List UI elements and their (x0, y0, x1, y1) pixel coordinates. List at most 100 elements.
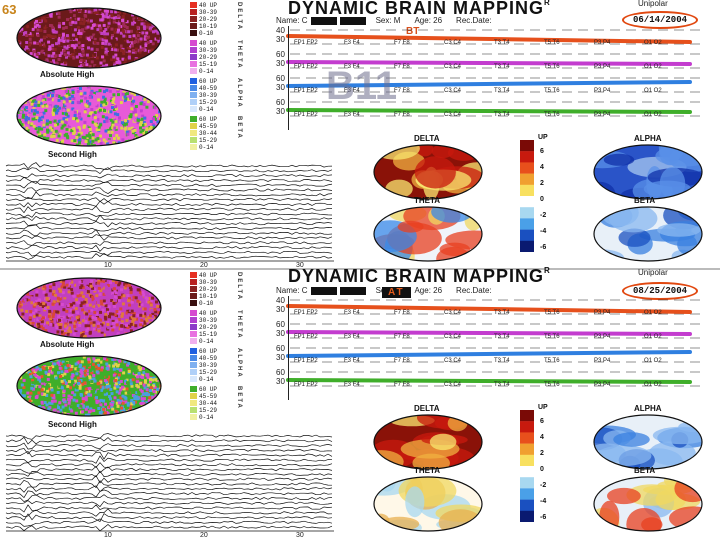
eeg-channel-trace (5, 187, 333, 195)
colorbar-step (520, 421, 534, 433)
band-trend-line (286, 378, 692, 384)
eeg-channel-trace (5, 173, 333, 179)
electrode-pair-label: T3 T4 (494, 334, 510, 340)
colorbar-step (520, 510, 534, 522)
band-trend-line (286, 330, 692, 336)
colorbar-step (520, 488, 534, 500)
band-trend-line (286, 80, 692, 88)
name-label: Name: C (276, 286, 308, 295)
band-name: ALPHA (236, 78, 242, 109)
legend-swatch (190, 123, 197, 130)
legend-swatch (190, 414, 197, 421)
electrode-pair-label: O1 O2 (644, 112, 662, 118)
band-legend-beta: 60 UP 45-59 30-44 15-29 0-14 (190, 386, 250, 421)
colorbar-step (520, 218, 534, 230)
row-y-label: 30 (276, 35, 285, 44)
recording-date: 08/25/2004 (622, 282, 699, 300)
electrode-pair-label: F3 F4 (344, 334, 360, 340)
legend-item: 10-19 (190, 293, 250, 300)
band-legend-delta: 40 UP 30-39 20-29 10-19 0-10 (190, 2, 250, 37)
eeg-channel-trace (5, 489, 333, 499)
eeg-channel-trace (5, 494, 333, 503)
electrode-pair-label: FP1 FP2 (294, 112, 318, 118)
legend-swatch (190, 310, 197, 317)
electrode-pair-label: F7 F8 (394, 334, 410, 340)
eeg-channel-trace (5, 518, 333, 527)
band-name: DELTA (236, 2, 242, 32)
band-legend-theta: 40 UP 30-39 20-29 15-19 0-14 (190, 310, 250, 345)
electrode-pair-label: T5 T6 (544, 64, 560, 70)
row-y-label: 30 (276, 353, 285, 362)
row-y-label: 30 (276, 59, 285, 68)
trace-axis-tick: 30 (296, 262, 304, 269)
legend-item: 60 UP (190, 116, 250, 123)
electrode-pair-label: FP1 FP2 (294, 88, 318, 94)
montage-label: Unipolar (638, 268, 668, 277)
colorbar-tick: 4 (540, 164, 544, 171)
electrode-pair-label: T5 T6 (544, 334, 560, 340)
legend-swatch (190, 85, 197, 92)
row-y-label: 60 (276, 74, 285, 83)
absolute-high-label: Absolute High (40, 70, 95, 79)
alpha-brain-map (594, 415, 702, 469)
legend-swatch (190, 40, 197, 47)
eeg-channel-trace (5, 229, 333, 238)
legend-item: 30-39 (190, 362, 250, 369)
eeg-channel-trace (5, 465, 333, 474)
absolute-high-topo-map (17, 278, 161, 338)
legend-item: 40 UP (190, 40, 250, 47)
electrode-pair-label: T3 T4 (494, 310, 510, 316)
legend-item: 40-59 (190, 355, 250, 362)
legend-range: 20-29 (199, 324, 218, 331)
legend-swatch (190, 293, 197, 300)
topo-maps (16, 277, 162, 417)
electrode-pair-label: T3 T4 (494, 112, 510, 118)
eeg-channel-trace (5, 448, 333, 455)
electrode-pair-label: C3 C4 (444, 334, 462, 340)
rows-axis-left (288, 26, 289, 130)
electrode-pair-label: F3 F4 (344, 358, 360, 364)
electrode-pair-label: F7 F8 (394, 112, 410, 118)
legend-item: 40 UP (190, 2, 250, 9)
trademark-mark: R (544, 0, 551, 7)
legend-item: 15-29 (190, 99, 250, 106)
legend-swatch (190, 338, 197, 345)
legend-item: 45-59 (190, 123, 250, 130)
eeg-channel-trace (5, 455, 333, 464)
electrode-pair-label: P3 P4 (594, 358, 611, 364)
legend-swatch (190, 376, 197, 383)
band-trend-line (286, 350, 692, 358)
electrode-pair-label: FP1 FP2 (294, 64, 318, 70)
legend-range: 45-59 (199, 123, 218, 130)
trace-axis-tick: 10 (104, 532, 112, 539)
delta-map-label: DELTA (414, 404, 440, 413)
electrode-pair-label: C3 C4 (444, 64, 462, 70)
legend-range: 0-14 (199, 106, 214, 113)
electrode-pair-label: P3 P4 (594, 88, 611, 94)
legend-item: 0-14 (190, 68, 250, 75)
legend-swatch (190, 47, 197, 54)
electrode-pair-label: FP1 FP2 (294, 358, 318, 364)
colorbar-tick: -4 (540, 498, 547, 505)
eeg-channel-trace (5, 475, 333, 484)
legend-range: 15-29 (199, 407, 218, 414)
legend-swatch (190, 300, 197, 307)
legend-range: 30-39 (199, 47, 218, 54)
eeg-channel-trace (5, 442, 333, 450)
report-title-text: DYNAMIC BRAIN MAPPING (288, 266, 545, 286)
alpha-map-label: ALPHA (634, 134, 662, 143)
legend-swatch (190, 54, 197, 61)
absolute-high-topo-map (17, 8, 161, 68)
band-trend-line (286, 108, 692, 114)
slide-number: 63 (2, 2, 17, 17)
legend-swatch (190, 2, 197, 9)
legend-swatch (190, 68, 197, 75)
electrode-pair-label: T5 T6 (544, 112, 560, 118)
overlay-label-b11: B11 (326, 64, 398, 108)
theta-map-label: THETA (414, 196, 441, 205)
eeg-channel-trace (5, 513, 333, 522)
eeg-channel-trace (5, 191, 333, 199)
band-trend-line (286, 34, 692, 44)
colorbar-tick: -2 (540, 482, 547, 489)
electrode-pair-label: F7 F8 (394, 40, 410, 46)
